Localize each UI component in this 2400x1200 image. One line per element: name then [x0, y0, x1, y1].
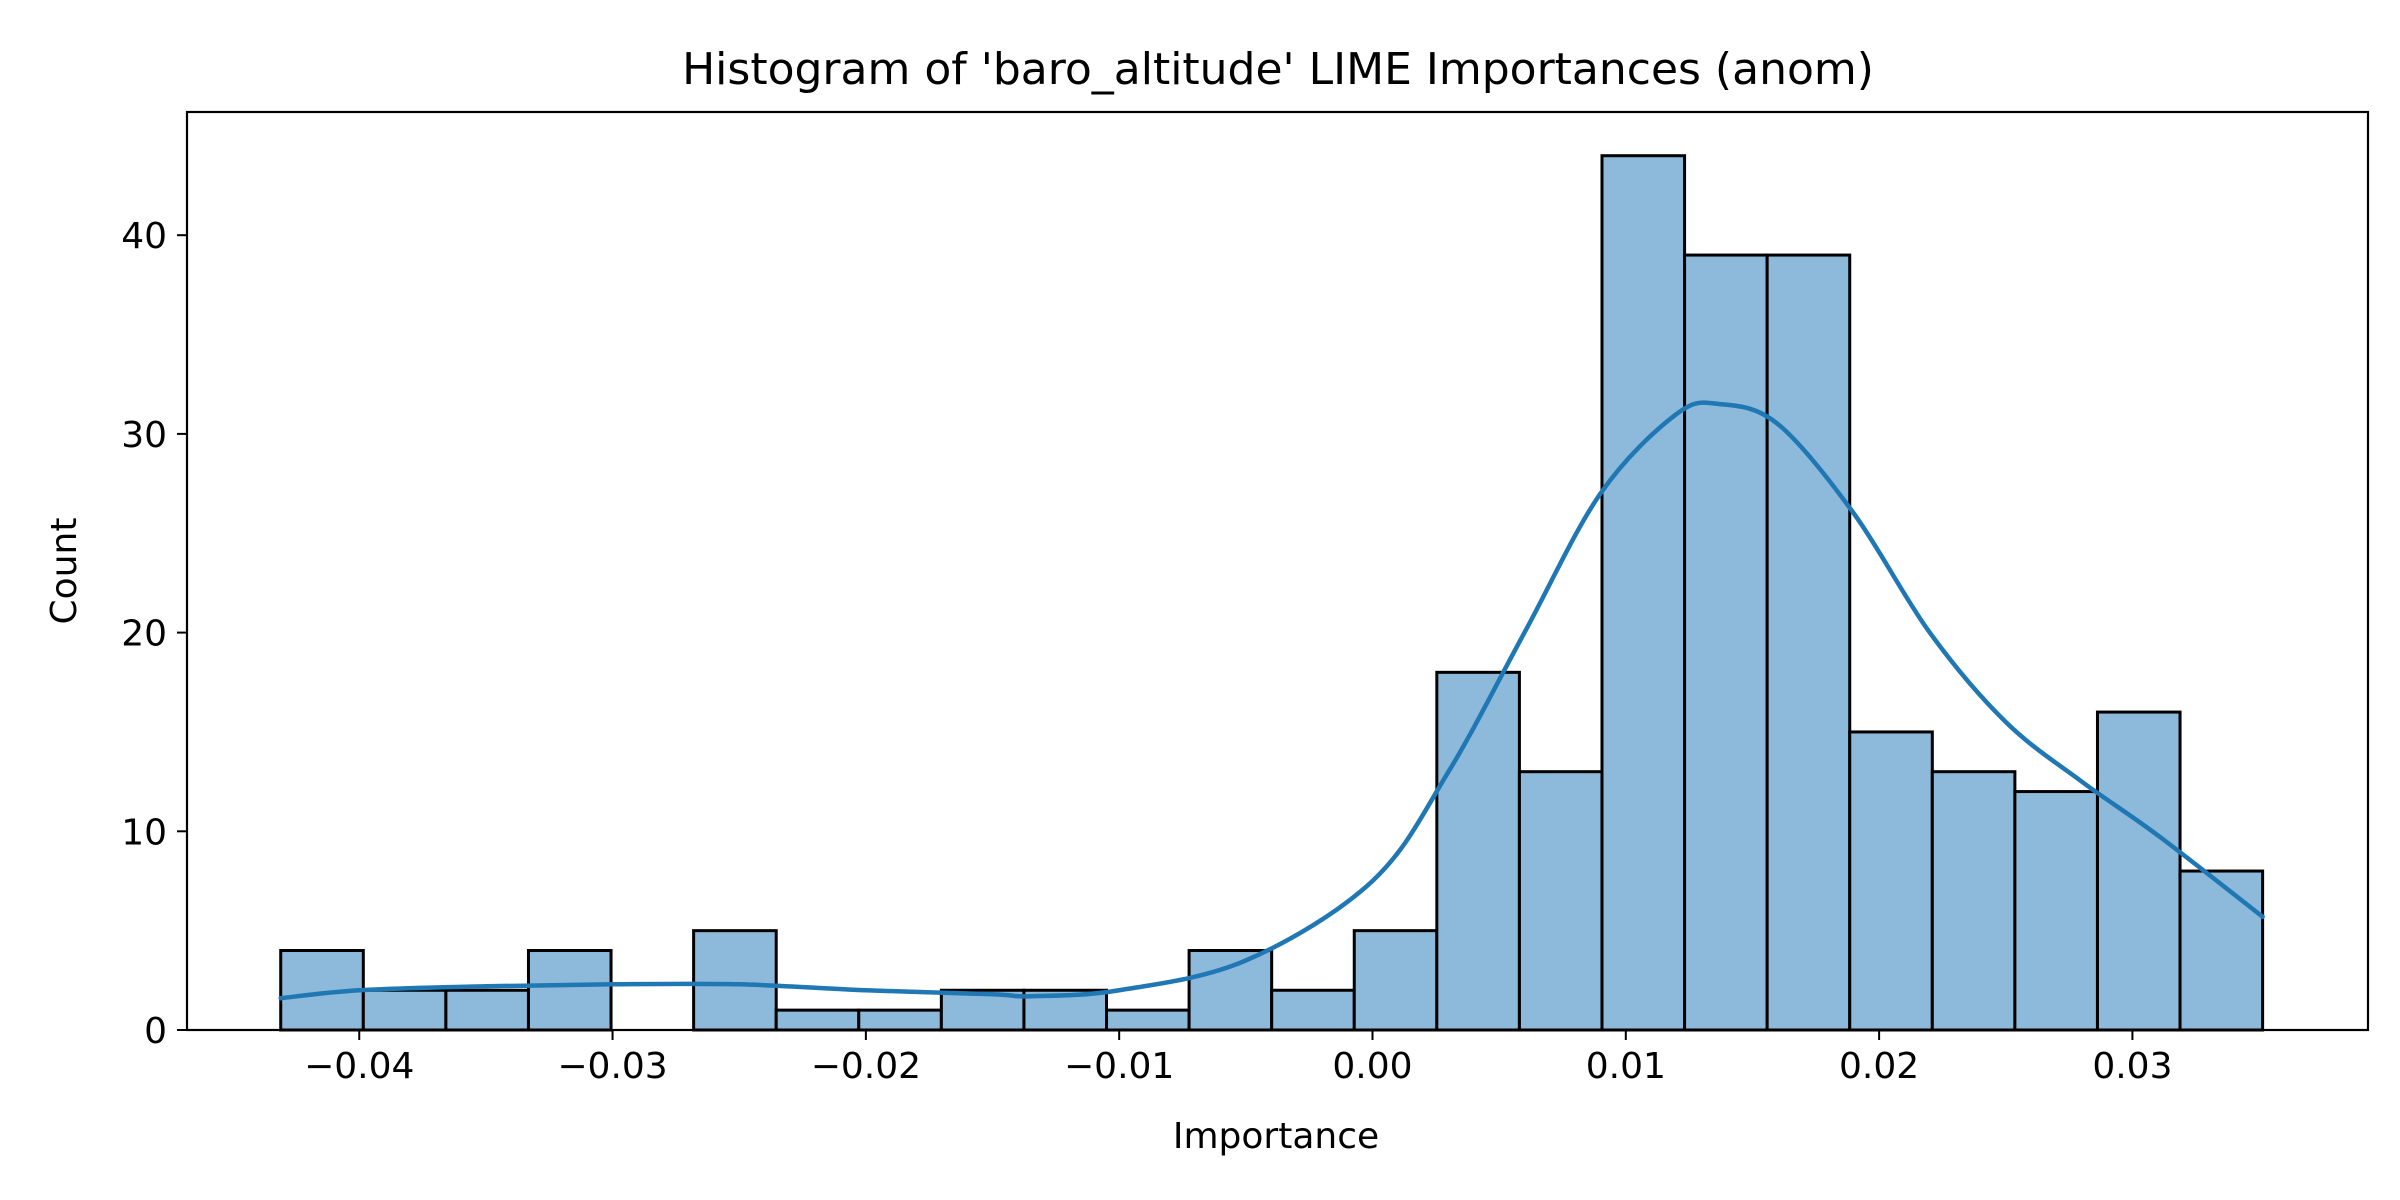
x-tick-label: 0.01	[1586, 1046, 1666, 1087]
histogram-bars	[279, 154, 2265, 1032]
y-axis-ticks: 0 10 20 30 40	[121, 216, 187, 1052]
chart-title: Histogram of 'baro_altitude' LIME Import…	[682, 44, 1874, 95]
y-tick-label: 40	[121, 216, 167, 257]
histogram-bar	[444, 988, 530, 1032]
x-tick-label: 0.02	[1839, 1046, 1919, 1087]
kde-curve	[278, 400, 2265, 1001]
histogram-bar	[1683, 253, 1769, 1032]
histogram-bar	[774, 1008, 861, 1032]
histogram-bar	[526, 949, 613, 1032]
x-tick-label: 0.00	[1332, 1046, 1412, 1087]
histogram-bar	[692, 929, 778, 1032]
histogram-bar	[1765, 253, 1852, 1032]
y-tick-label: 10	[121, 812, 167, 853]
histogram-bar	[1930, 770, 2017, 1032]
histogram-bar	[1435, 670, 1521, 1032]
x-tick-label: −0.01	[1064, 1046, 1174, 1087]
histogram-bar	[1352, 929, 1439, 1032]
histogram-bar	[2013, 790, 2099, 1032]
y-tick-label: 30	[121, 415, 167, 456]
histogram-bar	[857, 1008, 943, 1032]
histogram-bar	[2178, 869, 2265, 1032]
x-tick-label: −0.02	[811, 1046, 921, 1087]
y-tick-label: 20	[121, 614, 167, 655]
x-tick-label: −0.03	[557, 1046, 667, 1087]
x-axis-label: Importance	[1173, 1116, 1379, 1157]
histogram-bar	[361, 988, 448, 1032]
x-tick-label: −0.04	[304, 1046, 414, 1087]
y-tick-label: 0	[144, 1011, 167, 1052]
histogram-bar	[1187, 949, 1274, 1032]
y-axis-label: Count	[44, 518, 85, 625]
plot-frame	[185, 110, 2370, 1032]
histogram-bar	[2095, 710, 2182, 1032]
histogram-bar	[1105, 1008, 1191, 1032]
histogram-bar	[1517, 770, 1604, 1032]
histogram-bar	[1600, 154, 1687, 1032]
x-tick-label: 0.03	[2092, 1046, 2172, 1087]
x-axis-ticks: −0.04 −0.03 −0.02 −0.01 0.00 0.01 0.02 0.03	[304, 1030, 2172, 1087]
histogram-bar	[1848, 730, 1934, 1032]
histogram-bar	[1270, 988, 1356, 1032]
